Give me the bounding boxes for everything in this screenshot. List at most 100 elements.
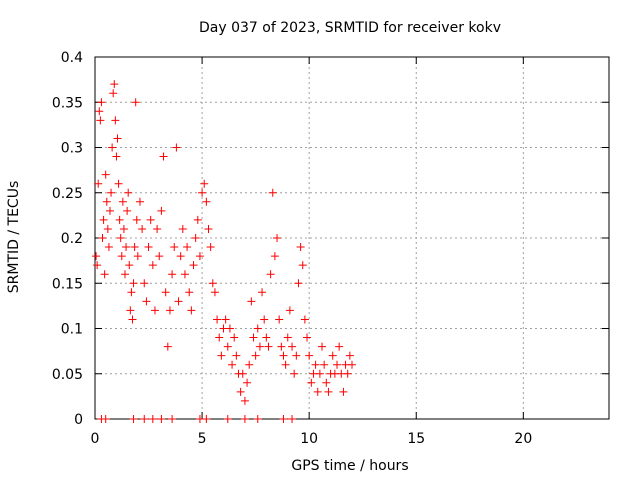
- data-point: [223, 342, 232, 351]
- data-point: [320, 360, 329, 369]
- data-point: [119, 224, 128, 233]
- plot-frame: [94, 56, 610, 420]
- data-point: [215, 333, 224, 342]
- data-point: [100, 270, 109, 279]
- data-point: [170, 243, 179, 252]
- y-tick-label: 0.05: [52, 367, 83, 383]
- data-point: [198, 188, 207, 197]
- data-point: [264, 342, 273, 351]
- data-point: [132, 215, 141, 224]
- data-point: [96, 116, 105, 125]
- data-point: [279, 415, 288, 423]
- data-point: [217, 351, 226, 360]
- data-point: [208, 279, 217, 288]
- data-point: [111, 116, 120, 125]
- data-point: [202, 415, 211, 423]
- data-point: [277, 342, 286, 351]
- data-point: [135, 197, 144, 206]
- data-point: [129, 279, 138, 288]
- data-point: [144, 243, 153, 252]
- x-tick-label: 15: [407, 431, 425, 447]
- data-point: [112, 152, 121, 161]
- data-point: [183, 243, 192, 252]
- data-point: [305, 351, 314, 360]
- data-point: [300, 315, 309, 324]
- data-point: [168, 270, 177, 279]
- data-point: [333, 360, 342, 369]
- x-tick-label: 5: [198, 431, 207, 447]
- data-point: [178, 224, 187, 233]
- data-point: [150, 306, 159, 315]
- data-point: [157, 415, 166, 423]
- data-point: [122, 243, 131, 252]
- data-point: [108, 143, 117, 152]
- data-point: [126, 306, 135, 315]
- data-point: [172, 143, 181, 152]
- data-point: [195, 252, 204, 261]
- data-point: [193, 215, 202, 224]
- y-tick-label: 0.3: [61, 141, 83, 157]
- data-point: [251, 351, 260, 360]
- data-point: [187, 306, 196, 315]
- data-point: [238, 369, 247, 378]
- data-point: [174, 297, 183, 306]
- data-point: [130, 243, 139, 252]
- data-point: [303, 333, 312, 342]
- data-point: [165, 306, 174, 315]
- data-point: [262, 333, 271, 342]
- data-point: [102, 197, 111, 206]
- points-layer: [92, 80, 356, 423]
- axes-layer: 0 0.05 0.1 0.15 0.2 0.25 0.3 0.35 0.4 0 5 10 15 20: [52, 50, 610, 447]
- data-point: [292, 351, 301, 360]
- data-point: [345, 351, 354, 360]
- data-point: [113, 134, 122, 143]
- data-point: [105, 206, 114, 215]
- data-point: [249, 333, 258, 342]
- data-point: [255, 342, 264, 351]
- data-point: [176, 252, 185, 261]
- data-point: [281, 360, 290, 369]
- data-point: [99, 215, 108, 224]
- data-point: [243, 378, 252, 387]
- data-point: [343, 369, 352, 378]
- y-tick-label: 0.15: [52, 276, 83, 292]
- data-point: [115, 215, 124, 224]
- data-point: [94, 179, 103, 188]
- data-point: [123, 206, 132, 215]
- data-point: [109, 89, 118, 98]
- data-point: [273, 234, 282, 242]
- data-point: [260, 315, 269, 324]
- data-point: [92, 252, 101, 261]
- data-point: [163, 342, 172, 351]
- y-tick-label: 0.1: [61, 322, 83, 338]
- y-tick-label: 0: [74, 412, 83, 428]
- data-point: [288, 415, 297, 423]
- data-point: [279, 351, 288, 360]
- data-point: [189, 261, 198, 270]
- data-point: [117, 252, 126, 261]
- data-point: [133, 252, 142, 261]
- data-point: [247, 297, 256, 306]
- data-point: [146, 215, 155, 224]
- x-axis-label: GPS time / hours: [291, 458, 408, 474]
- data-point: [120, 270, 129, 279]
- data-point: [275, 315, 284, 324]
- data-point: [153, 224, 162, 233]
- data-point: [335, 342, 344, 351]
- data-point: [311, 360, 320, 369]
- data-point: [101, 170, 110, 179]
- data-point: [118, 197, 127, 206]
- data-point: [155, 252, 164, 261]
- data-point: [168, 415, 177, 423]
- data-point: [328, 351, 337, 360]
- data-point: [127, 288, 136, 297]
- data-point: [131, 98, 140, 107]
- data-point: [206, 243, 215, 252]
- data-point: [266, 270, 275, 279]
- data-point: [283, 333, 292, 342]
- data-point: [110, 80, 119, 89]
- data-point: [240, 415, 249, 423]
- data-point: [228, 360, 237, 369]
